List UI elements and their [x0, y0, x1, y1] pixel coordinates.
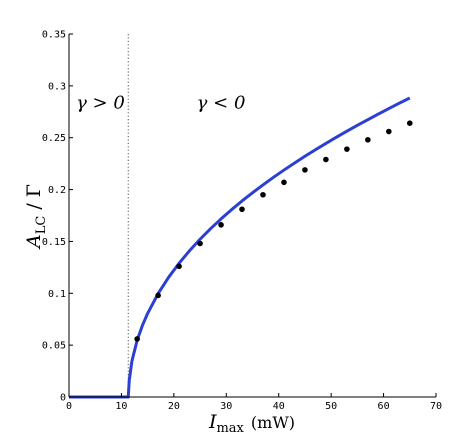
annotation-0: γ > 0	[76, 93, 125, 114]
x-tick-label-7: 70	[430, 401, 442, 412]
y-axis-title-sub: LC	[34, 216, 49, 235]
x-tick-label-0: 0	[66, 401, 72, 412]
y-tick-label-1: 0.05	[42, 341, 66, 352]
x-tick-label-6: 60	[378, 401, 390, 412]
y-tick-label-5: 0.25	[42, 133, 66, 144]
x-tick-label-4: 40	[273, 401, 285, 412]
y-axis-title: ALC / Γ	[23, 184, 49, 250]
data-point-11	[365, 136, 371, 143]
y-axis-title-rest: / Γ	[23, 184, 45, 216]
y-tick-label-7: 0.35	[42, 30, 66, 41]
y-tick-label-2: 0.1	[48, 289, 66, 300]
data-point-12	[386, 128, 392, 135]
y-tick-label-6: 0.3	[48, 81, 66, 92]
x-axis-title-unit: (mW)	[251, 413, 295, 432]
x-axis-title-main: I	[208, 411, 217, 433]
y-tick-label-4: 0.2	[48, 185, 66, 196]
y-tick-label-3: 0.15	[42, 237, 66, 248]
x-tick-label-5: 50	[325, 401, 337, 412]
x-tick-label-3: 30	[220, 401, 232, 412]
annotation-1: γ < 0	[197, 93, 246, 114]
y-axis-title-main: A	[23, 234, 45, 250]
x-axis-title: Imax (mW)	[208, 411, 295, 436]
y-tick-label-0: 0	[60, 393, 66, 404]
data-point-9	[323, 156, 329, 163]
data-point-4	[218, 222, 224, 228]
chart-axes: 0 10 20 30 40 50 60 70 0 0.05 0.1 0.15 0.2 0.25 0.3 0.3…	[42, 30, 442, 413]
chart-marks: γ > 0 γ < 0	[69, 34, 413, 399]
data-point-1	[155, 292, 161, 299]
data-point-6	[260, 191, 266, 198]
data-point-2	[176, 263, 182, 270]
data-point-10	[344, 146, 350, 152]
x-tick-label-1: 10	[115, 401, 127, 412]
x-axis-title-sub: max	[216, 421, 244, 436]
data-point-0	[134, 336, 140, 342]
data-point-13	[406, 120, 413, 126]
data-point-3	[197, 240, 203, 247]
series-line-0	[69, 96, 411, 399]
x-tick-label-2: 20	[168, 401, 180, 412]
data-point-5	[239, 206, 245, 213]
data-point-8	[302, 167, 308, 173]
data-point-7	[281, 179, 287, 186]
